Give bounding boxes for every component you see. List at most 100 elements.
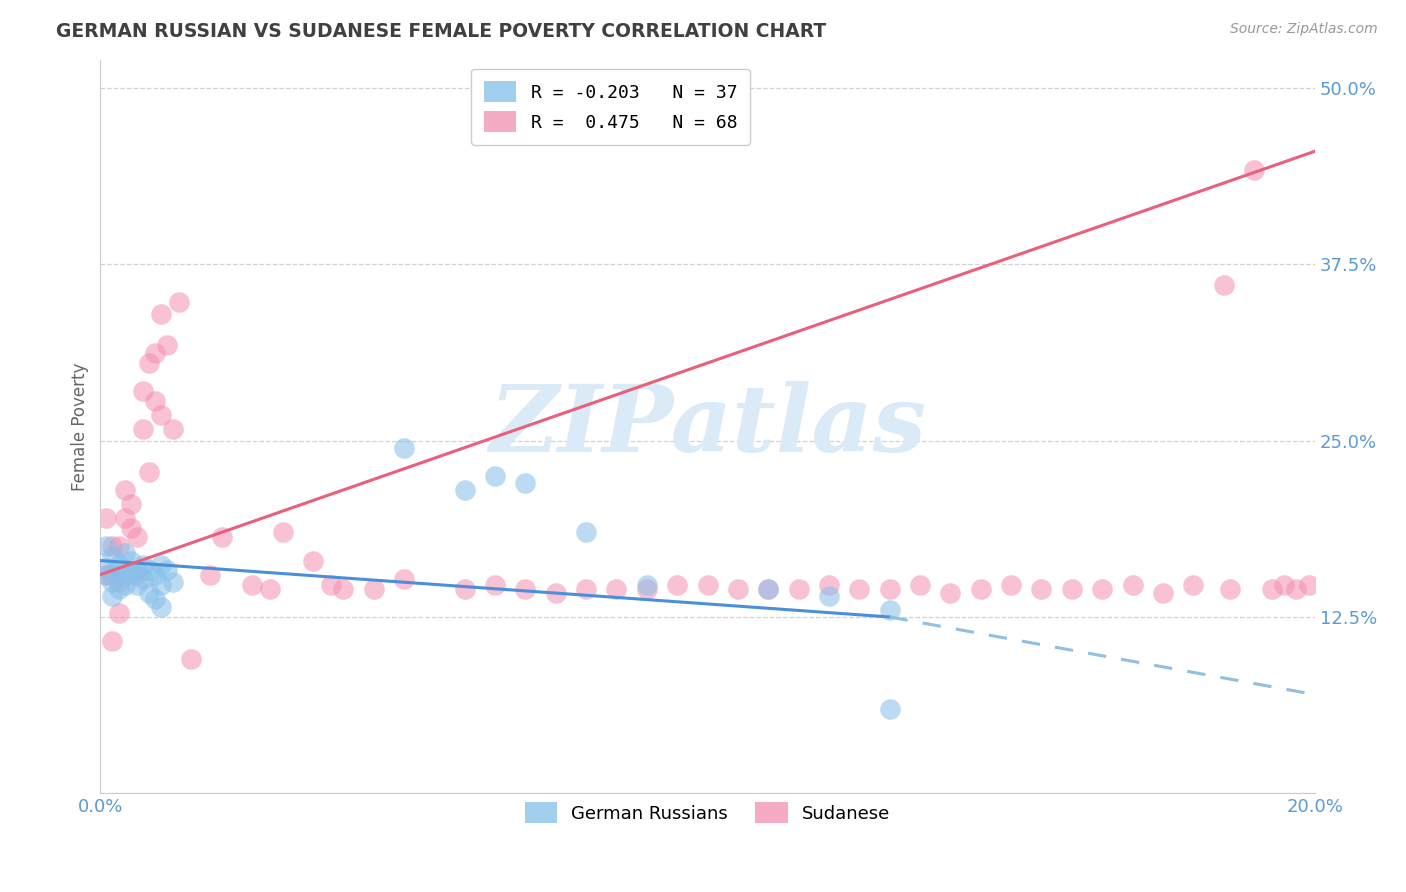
Point — [120, 521, 142, 535]
Point — [392, 572, 415, 586]
Point — [150, 577, 173, 591]
Point — [125, 529, 148, 543]
Point — [107, 540, 129, 554]
Point — [138, 586, 160, 600]
Point — [101, 540, 124, 554]
Point — [1152, 586, 1174, 600]
Point — [271, 525, 294, 540]
Point — [636, 582, 658, 596]
Point — [1122, 577, 1144, 591]
Point — [1219, 582, 1241, 596]
Text: ZIPatlas: ZIPatlas — [489, 382, 927, 472]
Y-axis label: Female Poverty: Female Poverty — [72, 362, 89, 491]
Point — [1285, 582, 1308, 596]
Legend: German Russians, Sudanese: German Russians, Sudanese — [512, 789, 903, 836]
Point — [107, 582, 129, 596]
Point — [101, 589, 124, 603]
Point — [727, 582, 749, 596]
Point — [107, 574, 129, 589]
Point — [392, 441, 415, 455]
Point — [169, 295, 191, 310]
Point — [240, 577, 263, 591]
Point — [125, 567, 148, 582]
Point — [515, 475, 537, 490]
Point — [605, 582, 627, 596]
Point — [96, 511, 118, 525]
Point — [101, 634, 124, 648]
Point — [332, 582, 354, 596]
Point — [636, 577, 658, 591]
Point — [162, 422, 184, 436]
Point — [1212, 278, 1234, 293]
Point — [101, 567, 124, 582]
Point — [363, 582, 385, 596]
Point — [156, 563, 179, 577]
Point — [756, 582, 779, 596]
Point — [114, 563, 136, 577]
Point — [908, 577, 931, 591]
Point — [162, 574, 184, 589]
Point — [484, 577, 506, 591]
Point — [1031, 582, 1053, 596]
Point — [1091, 582, 1114, 596]
Point — [319, 577, 342, 591]
Point — [143, 394, 166, 409]
Point — [132, 572, 155, 586]
Point — [211, 529, 233, 543]
Point — [1298, 577, 1320, 591]
Point — [970, 582, 993, 596]
Point — [138, 465, 160, 479]
Point — [879, 582, 901, 596]
Point — [96, 567, 118, 582]
Point — [879, 701, 901, 715]
Point — [198, 567, 221, 582]
Text: GERMAN RUSSIAN VS SUDANESE FEMALE POVERTY CORRELATION CHART: GERMAN RUSSIAN VS SUDANESE FEMALE POVERT… — [56, 22, 827, 41]
Point — [666, 577, 689, 591]
Point — [575, 525, 598, 540]
Point — [96, 567, 118, 582]
Text: Source: ZipAtlas.com: Source: ZipAtlas.com — [1230, 22, 1378, 37]
Point — [787, 582, 810, 596]
Point — [138, 563, 160, 577]
Point — [515, 582, 537, 596]
Point — [120, 553, 142, 567]
Point — [1261, 582, 1284, 596]
Point — [1272, 577, 1295, 591]
Point — [879, 603, 901, 617]
Point — [150, 307, 173, 321]
Point — [1243, 162, 1265, 177]
Point — [544, 586, 567, 600]
Point — [132, 384, 155, 399]
Point — [107, 606, 129, 620]
Point — [818, 577, 841, 591]
Point — [138, 356, 160, 370]
Point — [939, 586, 962, 600]
Point — [756, 582, 779, 596]
Point — [107, 567, 129, 582]
Point — [156, 337, 179, 351]
Point — [453, 582, 475, 596]
Point — [114, 483, 136, 497]
Point — [453, 483, 475, 497]
Point — [114, 511, 136, 525]
Point — [818, 589, 841, 603]
Point — [101, 549, 124, 564]
Point — [696, 577, 718, 591]
Point — [101, 574, 124, 589]
Point — [180, 652, 202, 666]
Point — [120, 497, 142, 511]
Point — [96, 540, 118, 554]
Point — [125, 577, 148, 591]
Point — [150, 558, 173, 572]
Point — [114, 577, 136, 591]
Point — [132, 558, 155, 572]
Point — [125, 563, 148, 577]
Point — [575, 582, 598, 596]
Point — [848, 582, 870, 596]
Point — [484, 468, 506, 483]
Point — [132, 422, 155, 436]
Point — [107, 558, 129, 572]
Point — [120, 567, 142, 582]
Point — [302, 553, 325, 567]
Point — [143, 591, 166, 606]
